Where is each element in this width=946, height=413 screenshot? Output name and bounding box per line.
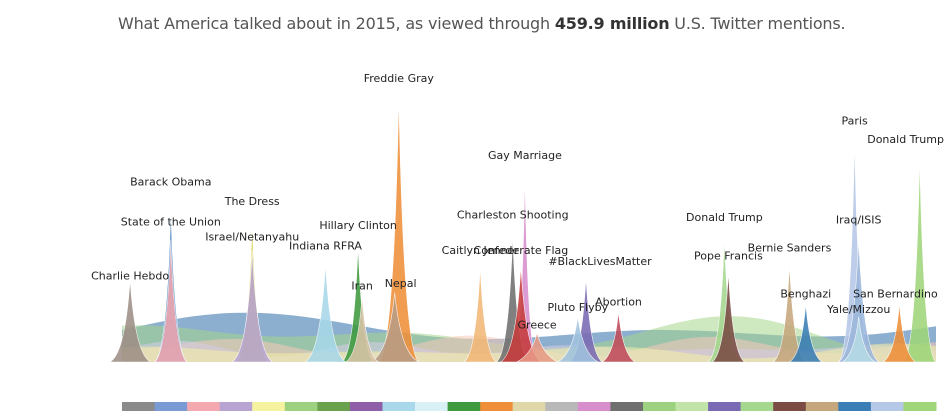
strip-segment — [577, 402, 611, 411]
topic-labels: Charlie Hebdo Barack Obama State of the Un… — [91, 72, 944, 332]
topic-label: Abortion — [595, 296, 642, 309]
topic-peak — [516, 332, 558, 363]
topic-label: Hillary Clinton — [319, 219, 397, 232]
topic-peak — [841, 316, 877, 363]
chart-title: What America talked about in 2015, as vi… — [118, 14, 846, 33]
strip-segment — [382, 402, 416, 411]
topic-label: The Dress — [224, 195, 280, 208]
strip-segment — [870, 402, 904, 411]
topic-peak — [838, 239, 880, 363]
topic-label: Greece — [518, 319, 557, 332]
strip-segment — [838, 402, 872, 411]
strip-segment — [447, 402, 481, 411]
strip-segment — [349, 402, 383, 411]
strip-segment — [773, 402, 807, 411]
topic-label: Donald Trump — [867, 133, 944, 146]
title-bold: 459.9 million — [554, 14, 670, 33]
topic-label: Confederate Flag — [474, 244, 569, 257]
topic-label: Pluto Flyby — [548, 301, 609, 314]
color-strip — [122, 402, 937, 411]
topic-label: #BlackLivesMatter — [548, 255, 652, 268]
topic-peak — [788, 303, 824, 363]
strip-segment — [512, 402, 546, 411]
strip-segment — [545, 402, 579, 411]
topic-label: Barack Obama — [130, 176, 211, 189]
strip-segment — [317, 402, 351, 411]
topic-peak — [601, 311, 636, 363]
topic-label: State of the Union — [121, 216, 221, 229]
topic-peak — [902, 157, 937, 363]
strip-segment — [610, 402, 644, 411]
topic-label: Charlie Hebdo — [91, 270, 169, 283]
strip-segment — [219, 402, 253, 411]
topic-peak — [370, 292, 420, 363]
strip-segment — [122, 402, 156, 411]
topic-label: Charleston Shooting — [457, 208, 569, 221]
topic-label: Nepal — [385, 277, 417, 290]
strip-segment — [675, 402, 709, 411]
topic-label: Benghazi — [780, 288, 831, 301]
strip-segment — [805, 402, 839, 411]
topic-label: Iraq/ISIS — [836, 214, 882, 227]
topic-label: Bernie Sanders — [748, 242, 832, 255]
strip-segment — [708, 402, 742, 411]
strip-segment — [740, 402, 774, 411]
topic-label: San Bernardino — [853, 288, 938, 301]
strip-segment — [415, 402, 449, 411]
topic-peak — [304, 263, 347, 363]
topic-peak — [378, 95, 420, 363]
topic-label: Freddie Gray — [364, 72, 435, 85]
strip-segment — [480, 402, 514, 411]
topic-peak — [711, 271, 746, 363]
strip-segment — [154, 402, 188, 411]
title-prefix: What America talked about in 2015, as vi… — [118, 14, 555, 33]
topic-label: Pope Francis — [694, 250, 763, 263]
topic-label: Paris — [841, 115, 867, 128]
strip-segment — [284, 402, 318, 411]
topic-label: Yale/Mizzou — [826, 303, 890, 316]
title-suffix: U.S. Twitter mentions. — [669, 14, 846, 33]
topic-peak — [557, 316, 599, 363]
topic-peak — [109, 279, 151, 363]
topic-label: Donald Trump — [686, 211, 763, 224]
topic-label: Iran — [351, 280, 373, 293]
topic-peak — [882, 303, 917, 363]
strip-segment — [643, 402, 677, 411]
topic-peaks — [109, 95, 937, 363]
topic-label: Gay Marriage — [488, 149, 562, 162]
strip-segment — [903, 402, 937, 411]
topic-peak — [231, 250, 273, 363]
topic-peak — [344, 295, 380, 363]
topic-label: Caitlyn Jenner — [442, 244, 520, 257]
topic-peak — [153, 239, 189, 363]
topic-peak — [462, 266, 498, 363]
strip-segment — [252, 402, 286, 411]
topic-label: Israel/Netanyahu — [205, 230, 299, 243]
strip-segment — [187, 402, 221, 411]
topic-label: Indiana RFRA — [289, 240, 362, 253]
